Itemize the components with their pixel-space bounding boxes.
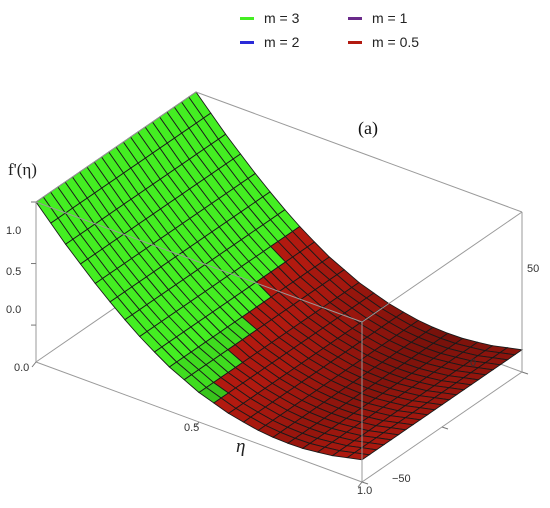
legend-swatch (348, 16, 362, 20)
surface-patch (345, 452, 371, 461)
legend-item: m = 1 (348, 10, 407, 26)
box-edge (35, 91, 197, 203)
x-tick-mark (357, 481, 363, 488)
panel-label: (a) (358, 118, 378, 138)
legend-label: m = 3 (264, 10, 300, 26)
y-tick-mark (361, 481, 369, 485)
y-tick-label: 0 (470, 357, 477, 369)
legend-item: m = 2 (240, 34, 299, 50)
legend-swatch (348, 40, 362, 44)
x-tick-label: 0.0 (14, 362, 30, 374)
box-edge (195, 91, 523, 213)
z-tick-label: 0.0 (6, 304, 22, 316)
y-tick-label: −50 (392, 473, 411, 485)
legend-label: m = 1 (372, 10, 408, 26)
x-axis-label: η (236, 436, 246, 457)
surface-mesh (35, 91, 524, 461)
legend-label: m = 2 (264, 34, 300, 50)
box-edge (35, 201, 363, 323)
y-tick-mark (521, 371, 529, 375)
z-tick-label: 0.5 (6, 266, 22, 278)
legend-item: m = 0.5 (348, 34, 419, 50)
y-tick-mark (441, 426, 449, 430)
legend: m = 3 m = 2 m = 1 m = 0.5 (230, 8, 460, 52)
legend-swatch (240, 40, 254, 44)
legend-swatch (240, 16, 254, 20)
x-tick-label: 0.5 (184, 422, 200, 434)
box-edge (361, 211, 523, 323)
z-tick-label: 1.0 (6, 225, 22, 237)
z-axis-label: f'(η) (8, 160, 37, 179)
x-tick-mark (31, 361, 37, 368)
legend-item: m = 3 (240, 10, 299, 26)
x-tick-mark (194, 421, 200, 428)
plot-box-front (31, 91, 529, 488)
legend-label: m = 0.5 (372, 34, 420, 50)
x-tick-label: 1.0 (357, 485, 373, 497)
y-tick-label: 50 (527, 263, 540, 275)
